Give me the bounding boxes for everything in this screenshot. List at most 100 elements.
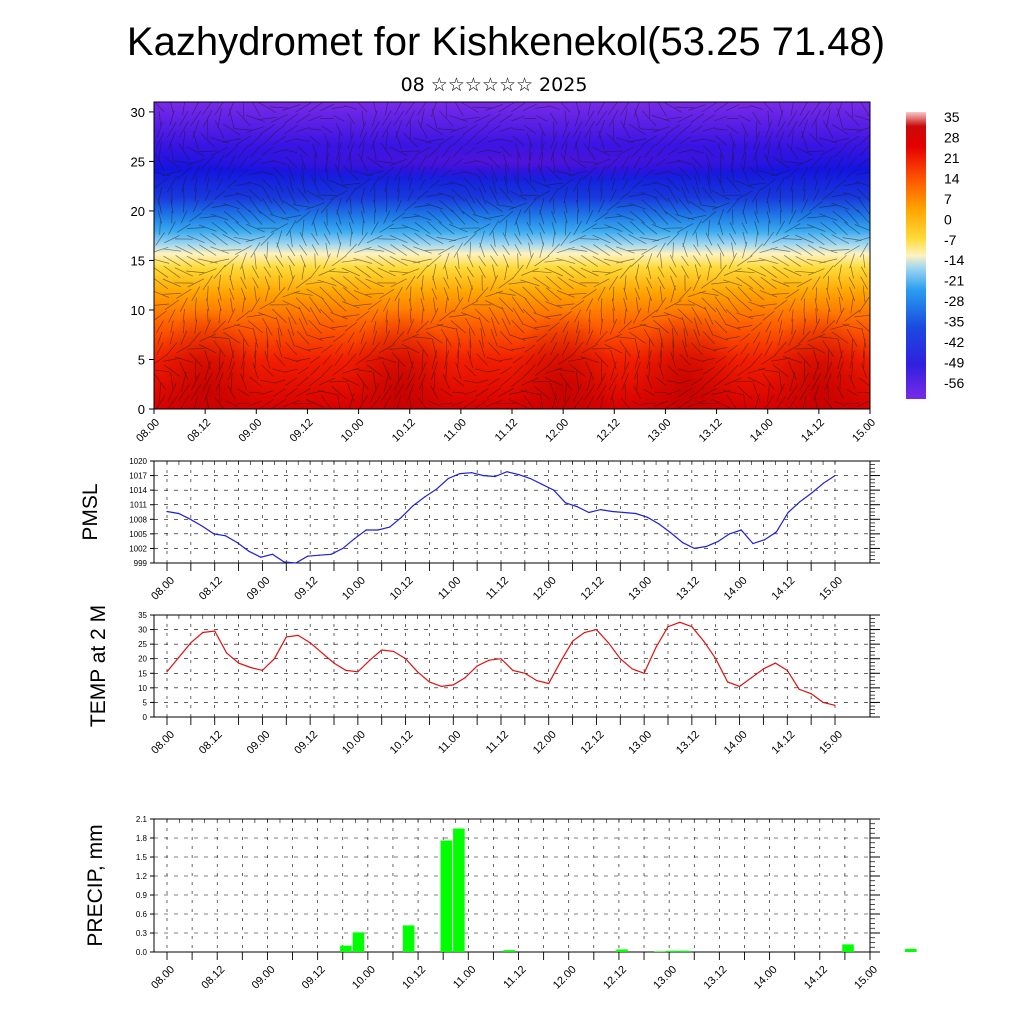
temp-point [333, 662, 335, 664]
y-tick-label: 5 [138, 352, 145, 367]
colorbar-label: 35 [944, 109, 960, 125]
pmsl-point [471, 472, 473, 474]
temp-point [679, 621, 681, 623]
pmsl-point [400, 516, 402, 518]
temp-point [237, 662, 240, 664]
y-tick-label: 20 [138, 655, 147, 664]
pmsl-line [166, 471, 836, 564]
pmsl-point [611, 510, 613, 513]
x-tick-label: 09.00 [236, 417, 264, 445]
x-tick-label: 12.12 [579, 575, 607, 603]
x-tick-label: 09.12 [292, 575, 320, 603]
x-tick-label: 13.12 [674, 729, 702, 757]
x-tick-label: 09.12 [292, 729, 320, 757]
pmsl-point [307, 555, 309, 557]
plot-frame [153, 460, 871, 564]
x-tick-label: 10.12 [390, 417, 418, 445]
temp-point [393, 650, 395, 653]
x-tick-label: 08.00 [149, 575, 177, 603]
pmsl-point [166, 510, 168, 513]
heatmap-warm-core [630, 309, 741, 409]
x-tick-label: 12.12 [594, 417, 622, 445]
temp-point [345, 669, 347, 671]
temp-point [536, 679, 538, 682]
temp-point [786, 669, 788, 671]
colorbar-label: -56 [944, 375, 964, 391]
pmsl-point [799, 501, 801, 503]
x-tick-label: 13.12 [697, 417, 725, 445]
pmsl-point [740, 529, 742, 531]
panel-precip: 2.1 1.8 1.5 1.2 0.9 0.6 0.3 0.008.00 08.12 09.00 0… [84, 815, 917, 992]
colorbar-labels: 35 28 21 14 7 0 -7 -14 -21 -28 -35 -42 -49 -56 [944, 109, 964, 391]
temp-point [476, 665, 478, 667]
pmsl-point [330, 553, 332, 555]
temp-point [273, 658, 275, 660]
precip-bar [503, 950, 515, 952]
x-tick-label: 11.00 [436, 729, 463, 756]
temp-point [512, 669, 514, 671]
temp-point [583, 631, 586, 634]
pmsl-point [728, 533, 731, 535]
y-tick-label: 0.0 [136, 948, 148, 957]
y-axis-title: PMSL [79, 483, 102, 540]
temp-point [381, 649, 383, 651]
temp-point [715, 658, 717, 660]
pmsl-point [424, 496, 426, 498]
x-tick-label: 14.12 [769, 729, 797, 757]
x-tick-label: 10.00 [340, 729, 368, 757]
pmsl-point [834, 474, 836, 477]
temp-point [822, 701, 824, 704]
x-tick-label: 08.12 [185, 417, 213, 445]
pmsl-point [201, 525, 203, 527]
temp-point [667, 626, 669, 628]
x-tick-label: 14.00 [748, 417, 776, 445]
y-tick-label: 25 [138, 640, 147, 649]
colorbar-label: -7 [944, 232, 957, 248]
temp-point [595, 628, 598, 631]
precip-bar [453, 828, 465, 952]
pmsl-point [682, 542, 684, 544]
pmsl-point [717, 541, 719, 543]
pmsl-point [248, 550, 250, 552]
pmsl-point [236, 542, 238, 544]
pmsl-point [435, 488, 438, 490]
temp-point [524, 672, 526, 674]
temp-point [798, 688, 800, 690]
chart-title: Kazhydromet for Kishkenekol(53.25 71.48) [127, 20, 885, 64]
y-tick-label: 1014 [129, 486, 147, 495]
x-tick-label: 08.12 [197, 729, 225, 757]
pmsl-point [623, 511, 625, 514]
temp-point [321, 652, 323, 654]
x-tick-label: 11.12 [484, 729, 511, 756]
precip-bar [616, 949, 628, 952]
temp-point [416, 671, 419, 673]
pmsl-point [224, 535, 227, 537]
x-tick-label: 15.00 [852, 964, 880, 992]
temp-point [428, 681, 431, 683]
x-tick-label: 12.12 [601, 964, 629, 992]
y-tick-label: 1011 [130, 501, 148, 510]
y-tick-label: 1008 [129, 515, 147, 524]
temp-point [727, 681, 729, 683]
y-tick-label: 10 [138, 684, 147, 693]
temp-point [166, 671, 168, 673]
heatmap-warm-core [154, 309, 261, 409]
x-tick-label: 14.12 [802, 964, 830, 992]
x-tick-label: 08.00 [134, 417, 162, 445]
y-tick-label: 1020 [129, 457, 147, 466]
x-tick-label: 13.12 [674, 575, 702, 603]
temp-point [738, 685, 741, 688]
pmsl-point [787, 511, 789, 514]
colorbar-label: 7 [944, 191, 952, 207]
pmsl-point [553, 489, 555, 491]
temp-point [703, 640, 705, 642]
pmsl-point [775, 531, 778, 533]
precip-bar [440, 840, 453, 952]
temp-point [750, 677, 753, 679]
pmsl-point [822, 482, 824, 484]
temp-point [774, 662, 776, 664]
y-axis-title: PRECIP, mm [84, 824, 107, 946]
x-tick-label: 14.00 [722, 575, 750, 603]
x-tick-label: 11.12 [493, 417, 520, 444]
pmsl-point [635, 512, 637, 515]
